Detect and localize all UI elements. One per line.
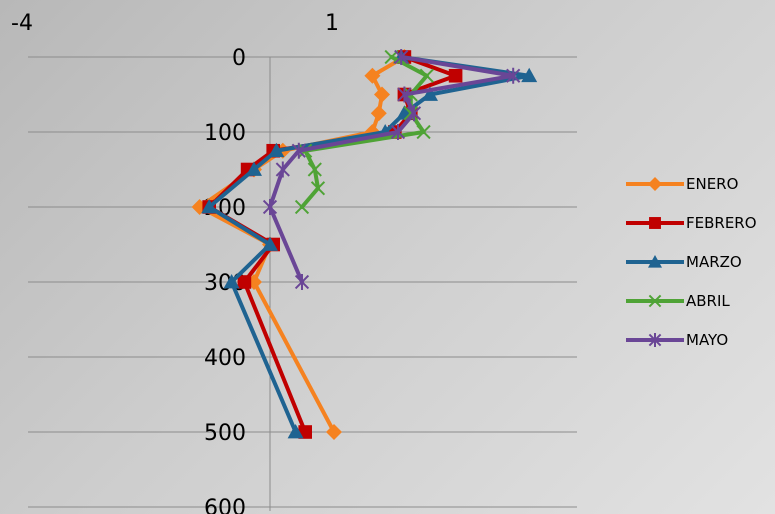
- legend-label: MAYO: [686, 331, 728, 349]
- series-lines: [191, 49, 538, 440]
- x-marker-stroke: [294, 199, 310, 215]
- y-tick-label: 600: [204, 496, 246, 514]
- data-point: [390, 124, 406, 140]
- data-point: [419, 68, 434, 83]
- data-point: [521, 67, 538, 83]
- x-tick-labels: -4 1: [11, 11, 339, 36]
- series-marzo: [201, 49, 538, 439]
- series-line-febrero: [207, 55, 458, 434]
- x-marker-stroke: [419, 68, 434, 83]
- legend-item-abril: ABRIL: [626, 292, 730, 310]
- data-point: [246, 161, 262, 176]
- data-point: [406, 105, 422, 122]
- data-point: [326, 424, 342, 440]
- legend-item-enero: ENERO: [626, 175, 738, 193]
- series-febrero: [202, 50, 463, 439]
- data-point: [223, 274, 240, 289]
- data-point: [307, 162, 322, 177]
- data-point: [275, 161, 290, 178]
- y-tick-label: 400: [204, 346, 246, 371]
- legend-label: ENERO: [686, 175, 738, 193]
- y-tick-label: 0: [232, 46, 246, 71]
- data-point: [364, 67, 381, 84]
- data-point: [397, 86, 412, 103]
- data-point: [374, 86, 390, 103]
- x-tick-label: -4: [11, 11, 33, 36]
- y-tick-label: 100: [204, 121, 246, 146]
- data-point: [237, 275, 252, 289]
- data-point: [201, 199, 218, 214]
- data-point: [294, 199, 310, 215]
- data-point: [294, 274, 310, 290]
- series-line-mayo: [268, 55, 516, 284]
- y-tick-label: 500: [204, 421, 246, 446]
- x-tick-label: 1: [325, 11, 339, 36]
- data-point: [648, 333, 662, 347]
- data-point: [394, 49, 409, 65]
- legend: ENERO FEBRERO MARZO ABRIL MAYO: [626, 175, 757, 349]
- data-point: [416, 124, 431, 140]
- data-point: [268, 142, 285, 158]
- data-point: [648, 177, 662, 191]
- data-point: [262, 236, 278, 251]
- data-point: [291, 142, 306, 159]
- series-line-marzo: [207, 55, 532, 434]
- data-point: [262, 199, 278, 215]
- x-marker-stroke: [307, 162, 322, 177]
- data-point: [648, 255, 662, 268]
- series-abril: [294, 49, 434, 215]
- legend-label: MARZO: [686, 253, 742, 271]
- legend-item-febrero: FEBRERO: [626, 214, 757, 232]
- data-point: [506, 67, 521, 84]
- data-point: [310, 181, 326, 196]
- legend-label: ABRIL: [686, 292, 730, 310]
- data-point: [448, 68, 463, 83]
- data-point: [422, 86, 438, 101]
- x-marker-stroke: [403, 106, 418, 121]
- data-point: [287, 424, 304, 439]
- data-point: [370, 105, 387, 122]
- x-marker-stroke: [310, 181, 326, 196]
- series-mayo: [262, 49, 521, 290]
- legend-item-mayo: MAYO: [626, 331, 728, 349]
- data-point: [403, 106, 418, 121]
- data-point: [649, 217, 661, 229]
- data-point: [648, 294, 662, 308]
- x-marker-stroke: [416, 124, 431, 140]
- series-enero: [191, 49, 413, 440]
- x-marker-stroke: [648, 294, 662, 308]
- legend-item-marzo: MARZO: [626, 253, 742, 271]
- legend-label: FEBRERO: [686, 214, 757, 232]
